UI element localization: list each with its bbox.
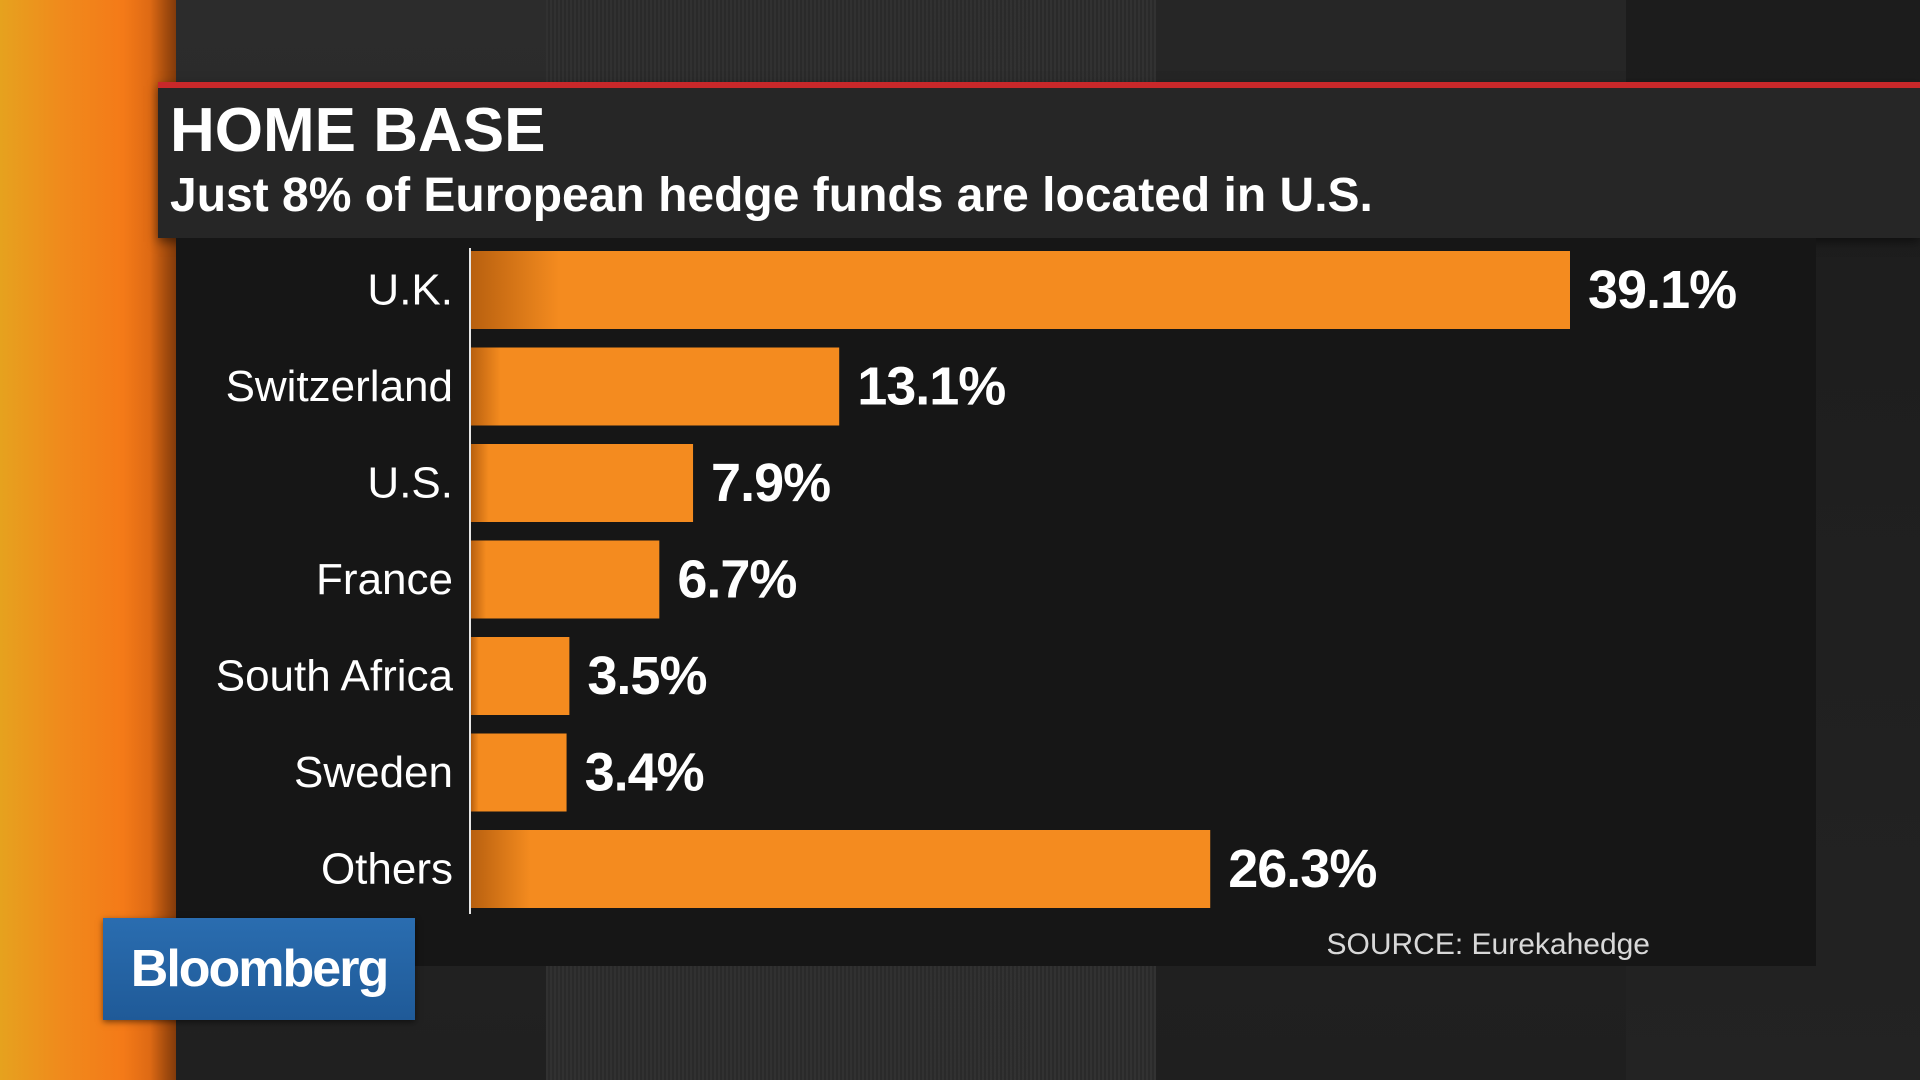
category-label: France xyxy=(316,555,453,604)
bar-others xyxy=(471,830,1211,908)
value-label: 13.1% xyxy=(857,357,1005,417)
value-label: 26.3% xyxy=(1228,839,1376,899)
bar-switzerland xyxy=(471,347,840,426)
category-label: South Africa xyxy=(216,652,454,701)
bars-layer xyxy=(471,251,1570,908)
chart-subtitle: Just 8% of European hedge funds are loca… xyxy=(170,169,1373,222)
bar-chart: U.K. Switzerland U.S. France South Africa Swe… xyxy=(216,248,1738,914)
bar-south-africa xyxy=(471,637,570,715)
bar-france xyxy=(471,540,660,619)
chart-title: HOME BASE xyxy=(170,96,546,165)
bar-u-k xyxy=(471,251,1570,329)
orange-side-stripe xyxy=(0,0,176,1080)
title-bar xyxy=(158,82,1920,238)
category-label: Sweden xyxy=(294,748,453,797)
value-label: 3.5% xyxy=(587,646,706,706)
category-label: U.K. xyxy=(367,266,453,315)
source-note: SOURCE: Eurekahedge xyxy=(1326,928,1651,961)
category-label: Others xyxy=(321,845,453,894)
value-label: 7.9% xyxy=(711,453,830,513)
category-label: Switzerland xyxy=(226,362,453,411)
value-label: 3.4% xyxy=(585,743,704,803)
value-label: 39.1% xyxy=(1588,260,1736,320)
bar-u-s xyxy=(471,444,694,522)
value-labels: 39.1% 13.1% 7.9% 6.7% 3.5% 3.4% 26.3% xyxy=(585,260,1738,899)
bar-sweden xyxy=(471,733,567,812)
category-labels: U.K. Switzerland U.S. France South Africa Swe… xyxy=(216,266,454,894)
chart-panel: U.K. Switzerland U.S. France South Africa Swe… xyxy=(176,238,1816,966)
bloomberg-logo: Bloomberg xyxy=(103,918,415,1020)
category-label: U.S. xyxy=(367,459,453,508)
value-label: 6.7% xyxy=(677,550,796,610)
